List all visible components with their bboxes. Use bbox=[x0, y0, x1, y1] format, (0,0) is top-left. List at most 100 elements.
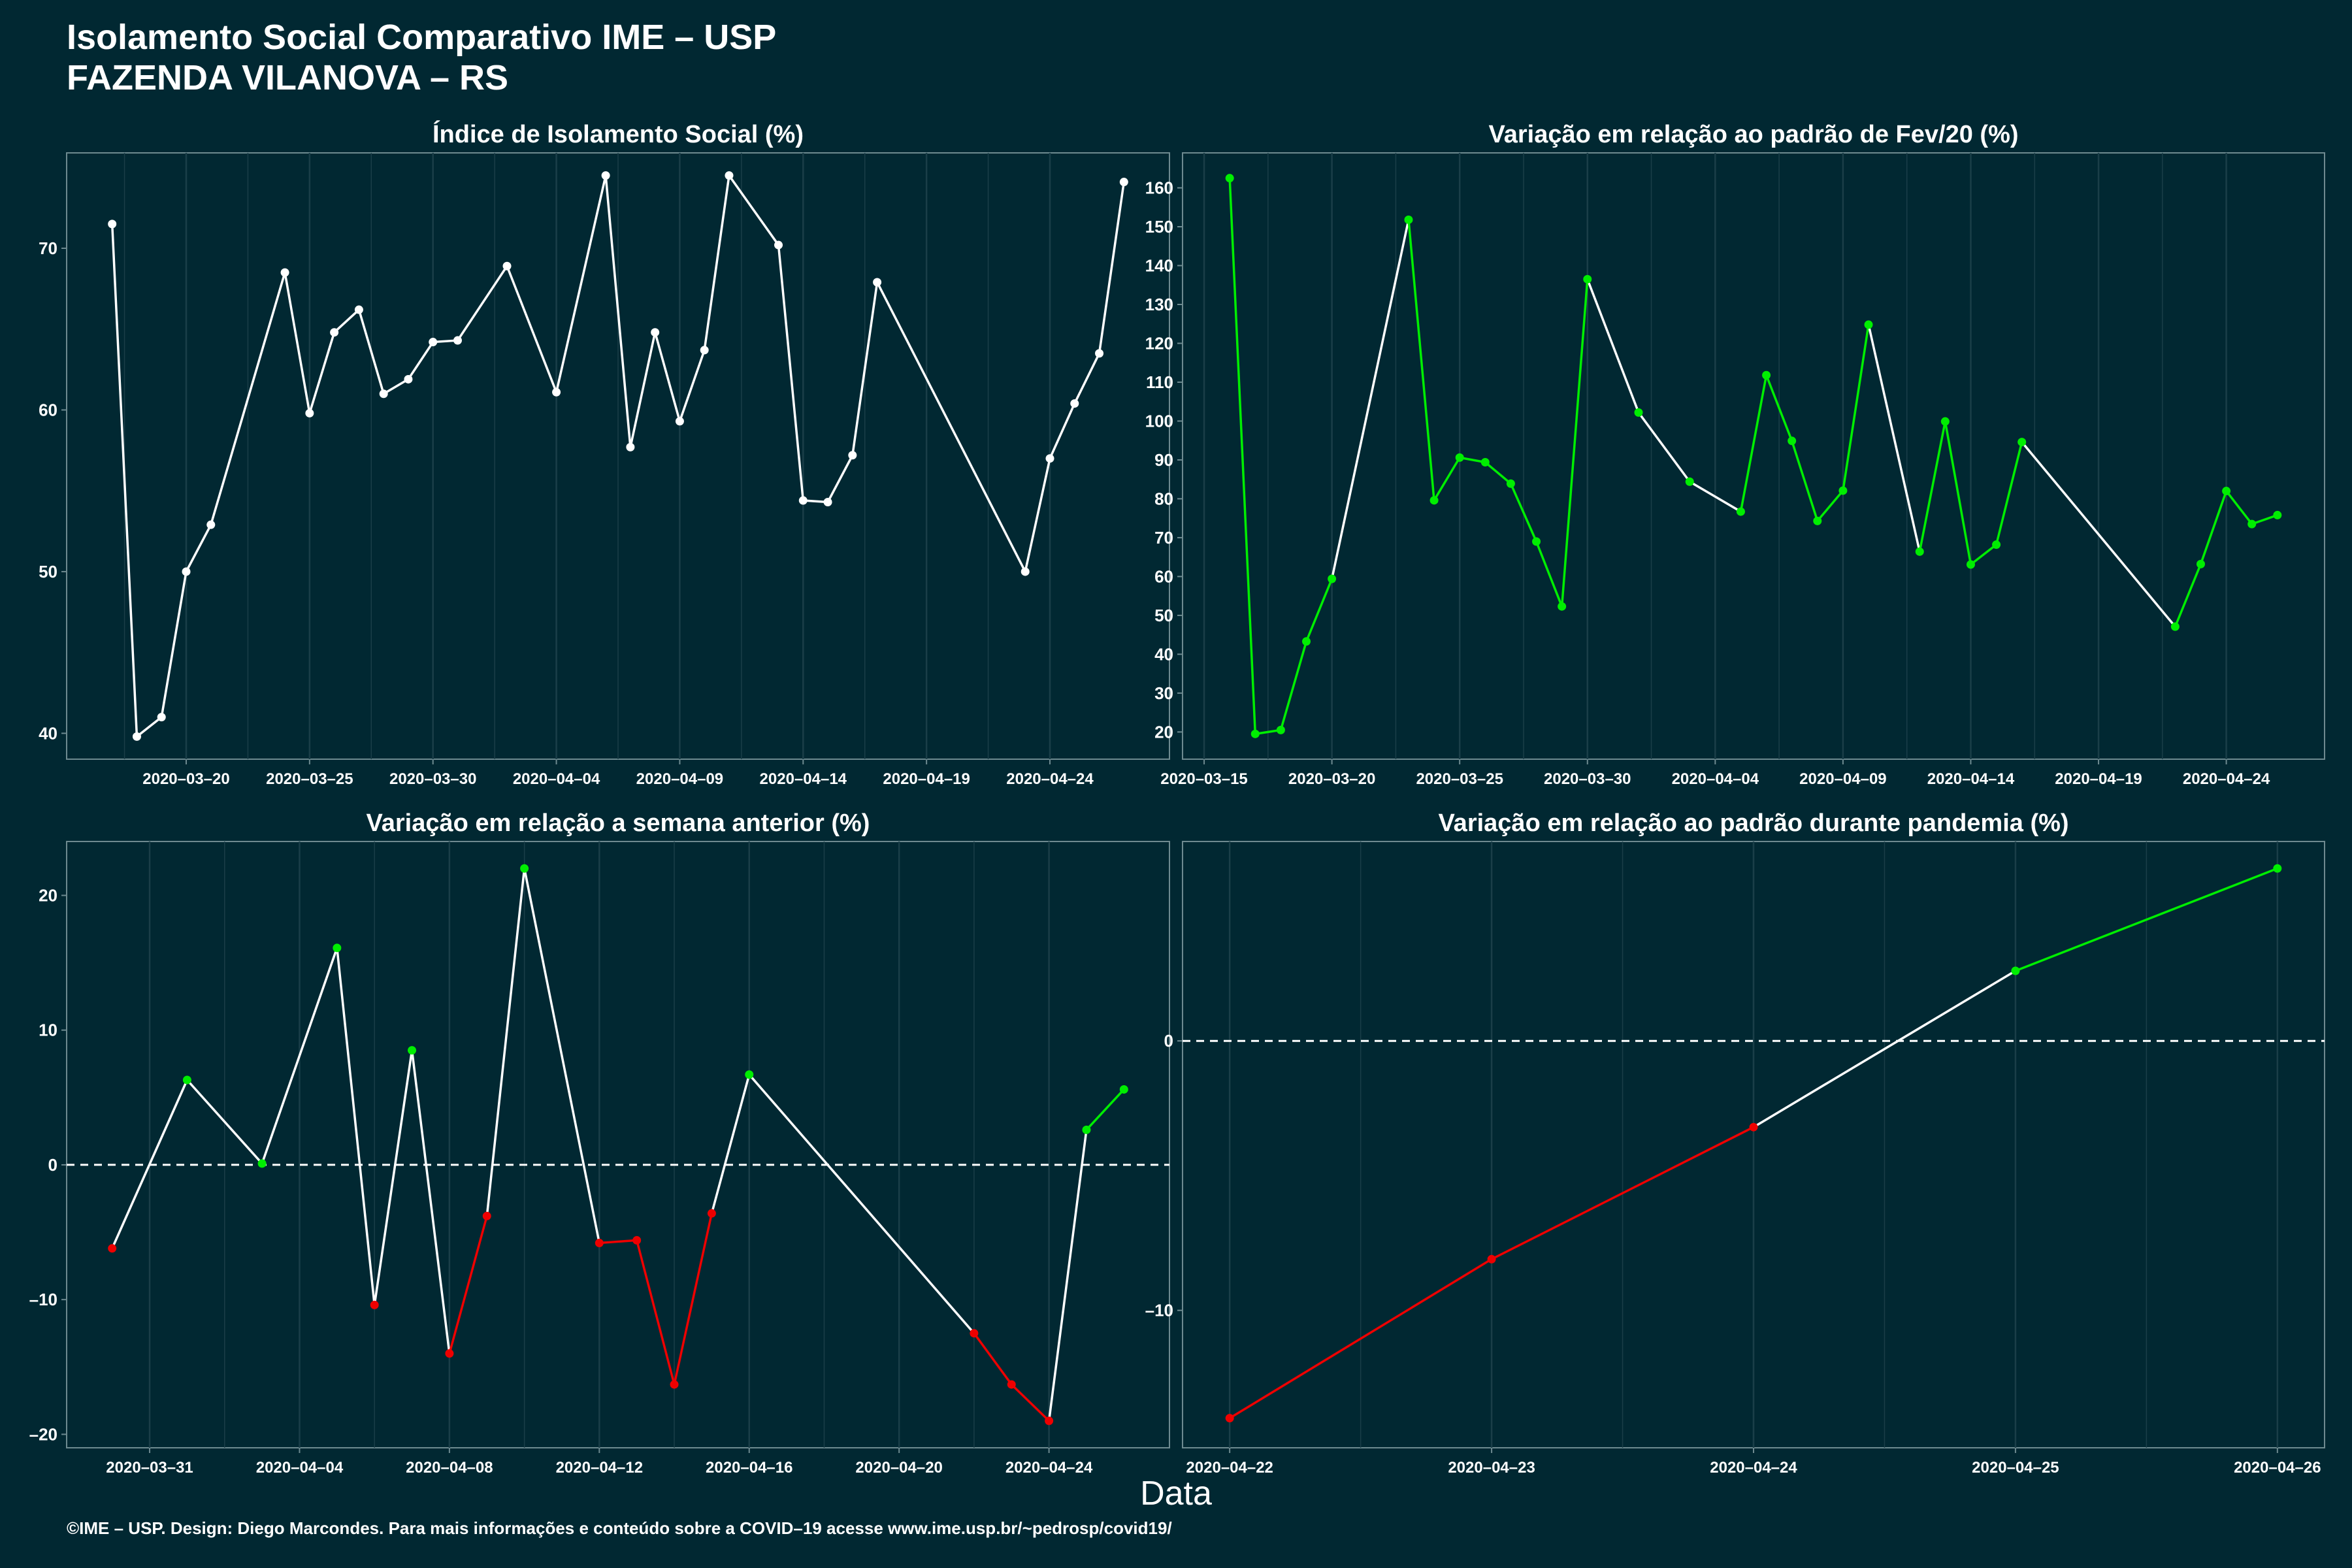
series-segment bbox=[703, 174, 730, 351]
y-tick-label: 90 bbox=[1154, 450, 1173, 470]
data-point bbox=[305, 408, 314, 417]
x-tick-label: 2020–04–04 bbox=[256, 1459, 344, 1477]
y-tick-label: 60 bbox=[1154, 566, 1173, 586]
data-point bbox=[1276, 725, 1285, 734]
data-point bbox=[1813, 516, 1822, 525]
data-point bbox=[601, 171, 610, 180]
y-tick-label: –10 bbox=[29, 1290, 57, 1309]
y-tick-label: 110 bbox=[1146, 372, 1173, 392]
series-segment bbox=[135, 715, 163, 738]
data-point bbox=[1082, 1125, 1091, 1134]
series-segment bbox=[373, 1049, 414, 1307]
series-segment bbox=[1995, 440, 2023, 546]
data-point bbox=[1095, 349, 1104, 358]
series-segment bbox=[1049, 402, 1076, 460]
data-point bbox=[333, 943, 342, 953]
y-tick-label: –10 bbox=[1145, 1301, 1173, 1320]
data-point bbox=[725, 171, 734, 180]
data-point bbox=[1429, 496, 1439, 505]
data-point bbox=[1007, 1380, 1016, 1389]
x-tick-label: 2020–04–16 bbox=[706, 1459, 792, 1477]
x-tick-label: 2020–04–09 bbox=[636, 770, 723, 788]
series-segment bbox=[357, 308, 385, 395]
series-segment bbox=[186, 1079, 263, 1165]
series-segment bbox=[1637, 411, 1691, 483]
data-point bbox=[1583, 274, 1592, 284]
x-tick-label: 2020–04–14 bbox=[1927, 770, 2015, 788]
data-point bbox=[370, 1300, 379, 1309]
series-segment bbox=[1535, 540, 1563, 608]
data-point bbox=[2196, 559, 2205, 568]
series-segment bbox=[1433, 456, 1461, 502]
x-tick-label: 2020–03–30 bbox=[1544, 770, 1631, 788]
series-segment bbox=[2014, 867, 2279, 972]
series-segment bbox=[2020, 440, 2177, 628]
data-point bbox=[520, 864, 529, 873]
data-point bbox=[1302, 637, 1311, 646]
series-segment bbox=[1279, 640, 1308, 732]
series-segment bbox=[210, 271, 286, 526]
series-segment bbox=[448, 1215, 489, 1355]
x-tick-label: 2020–04–25 bbox=[1972, 1459, 2059, 1477]
data-point bbox=[1838, 486, 1848, 495]
series-segment bbox=[1490, 1126, 1755, 1261]
data-point bbox=[1487, 1254, 1496, 1264]
data-point bbox=[970, 1329, 979, 1338]
series-segment bbox=[653, 331, 681, 423]
x-tick-label: 2020–03–20 bbox=[1288, 770, 1375, 788]
series-segment bbox=[1458, 456, 1487, 464]
data-point bbox=[482, 1211, 491, 1220]
series-segment bbox=[1305, 578, 1333, 643]
series-segment bbox=[1969, 543, 1998, 566]
data-point bbox=[745, 1070, 754, 1079]
data-point bbox=[2273, 510, 2282, 519]
series-segment bbox=[1586, 278, 1640, 414]
series-segment bbox=[485, 867, 526, 1218]
data-point bbox=[1506, 479, 1515, 488]
data-point bbox=[1864, 320, 1873, 329]
data-point bbox=[182, 567, 191, 576]
series-segment bbox=[629, 331, 657, 449]
y-tick-label: –20 bbox=[29, 1424, 57, 1444]
data-point bbox=[675, 417, 684, 426]
series-segment bbox=[1509, 482, 1538, 543]
x-tick-label: 2020–03–31 bbox=[106, 1459, 193, 1477]
panel-title: Variação em relação a semana anterior (%… bbox=[367, 809, 870, 837]
data-point bbox=[502, 261, 512, 270]
data-point bbox=[1940, 417, 1950, 426]
plot-frame bbox=[1182, 152, 2325, 760]
data-point bbox=[354, 305, 363, 314]
series-segment bbox=[747, 1073, 975, 1335]
panel-title: Variação em relação ao padrão durante pa… bbox=[1438, 809, 2068, 837]
series-segment bbox=[1047, 1128, 1088, 1422]
x-tick-label: 2020–03–20 bbox=[142, 770, 229, 788]
data-point bbox=[1225, 1414, 1234, 1423]
x-tick-label: 2020–04–04 bbox=[1672, 770, 1759, 788]
data-point bbox=[552, 387, 561, 397]
data-point bbox=[453, 336, 462, 345]
y-tick-label: 50 bbox=[1154, 606, 1173, 625]
series-segment bbox=[973, 1331, 1013, 1386]
data-point bbox=[774, 240, 783, 250]
footer-credits: ©IME – USP. Design: Diego Marcondes. Par… bbox=[67, 1518, 1172, 1538]
x-tick-label: 2020–04–14 bbox=[760, 770, 847, 788]
series-segment bbox=[1739, 374, 1768, 513]
data-point bbox=[823, 498, 832, 507]
series-segment bbox=[1010, 1383, 1051, 1422]
data-point bbox=[1966, 560, 1975, 569]
data-point bbox=[1749, 1122, 1758, 1132]
x-tick-label: 2020–03–15 bbox=[1160, 770, 1247, 788]
data-point bbox=[1404, 215, 1413, 224]
data-point bbox=[1455, 453, 1464, 462]
plot-frame bbox=[66, 841, 1170, 1448]
x-tick-label: 2020–04–24 bbox=[2183, 770, 2270, 788]
x-tick-label: 2020–04–08 bbox=[406, 1459, 493, 1477]
y-tick-label: 60 bbox=[39, 400, 57, 419]
series-segment bbox=[1944, 420, 1972, 566]
series-segment bbox=[407, 340, 434, 381]
series-segment bbox=[555, 174, 607, 394]
series-segment bbox=[410, 1049, 451, 1355]
data-point bbox=[1328, 574, 1337, 583]
series-segment bbox=[284, 271, 311, 415]
